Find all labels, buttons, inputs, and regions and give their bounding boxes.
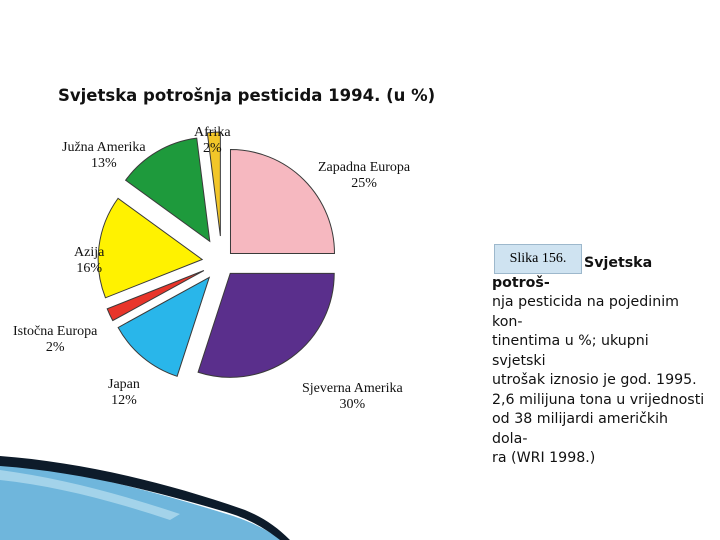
pie-slice-afrika — [206, 131, 221, 237]
label-juzna-amerika-name: Južna Amerika — [62, 140, 146, 155]
figure-label-box: Slika 156. — [494, 244, 582, 274]
label-sjeverna-amerika: Sjeverna Amerika 30% — [302, 381, 403, 413]
label-juzna-amerika-value: 13% — [90, 156, 117, 171]
caption-line-4: utrošak iznosio je god. 1995. — [492, 372, 697, 388]
caption-line-5: 2,6 milijuna tona u vrijednosti — [492, 391, 705, 408]
label-zapadna-europa-name: Zapadna Europa — [318, 160, 411, 175]
swoosh-highlight — [0, 470, 180, 520]
pie-slice-ju-na-amerika — [124, 137, 211, 243]
caption-line-7: ra (WRI 1998.) — [492, 450, 596, 466]
pie-slice-azija — [97, 197, 204, 299]
pie-slice-zapadna-europa — [229, 149, 335, 255]
label-afrika-value: 2% — [202, 141, 222, 156]
label-japan: Japan 12% — [108, 377, 140, 409]
swoosh-dark-band — [0, 456, 290, 540]
figure-label: Slika 156. — [509, 251, 567, 266]
label-azija-name: Azija — [74, 245, 105, 260]
label-afrika: Afrika 2% — [194, 125, 231, 157]
label-juzna-amerika: Južna Amerika 13% — [62, 140, 146, 172]
caption-line-6: od 38 milijardi američkih dola- — [492, 411, 669, 447]
label-japan-name: Japan — [108, 377, 140, 392]
caption-line-1: Svjetska potroš- — [492, 255, 653, 291]
caption-text: Svjetska potroš- nja pesticida na pojedi… — [492, 254, 706, 469]
label-afrika-name: Afrika — [194, 125, 231, 140]
label-zapadna-europa: Zapadna Europa 25% — [318, 160, 410, 192]
label-sjeverna-amerika-value: 30% — [339, 397, 366, 412]
label-azija-value: 16% — [76, 261, 102, 276]
caption-line-3: tinentima u %; ukupni svjetski — [492, 333, 649, 369]
pie-slice-japan — [117, 276, 211, 377]
swoosh-light-band — [0, 462, 282, 540]
label-istocna-europa: Istočna Europa 2% — [13, 324, 97, 356]
label-azija: Azija 16% — [74, 245, 104, 277]
label-sjeverna-amerika-name: Sjeverna Amerika — [302, 381, 403, 396]
pie-slice-sjeverna-amerika — [197, 272, 335, 378]
label-zapadna-europa-value: 25% — [351, 176, 377, 191]
label-japan-value: 12% — [111, 393, 137, 408]
chart-title: Svjetska potrošnja pesticida 1994. (u %) — [58, 86, 436, 105]
caption-line-2: nja pesticida na pojedinim kon- — [492, 294, 679, 330]
label-istocna-europa-name: Istočna Europa — [13, 324, 98, 339]
label-istocna-europa-value: 2% — [45, 340, 65, 355]
pie-slice-isto-na-europa — [106, 270, 205, 322]
